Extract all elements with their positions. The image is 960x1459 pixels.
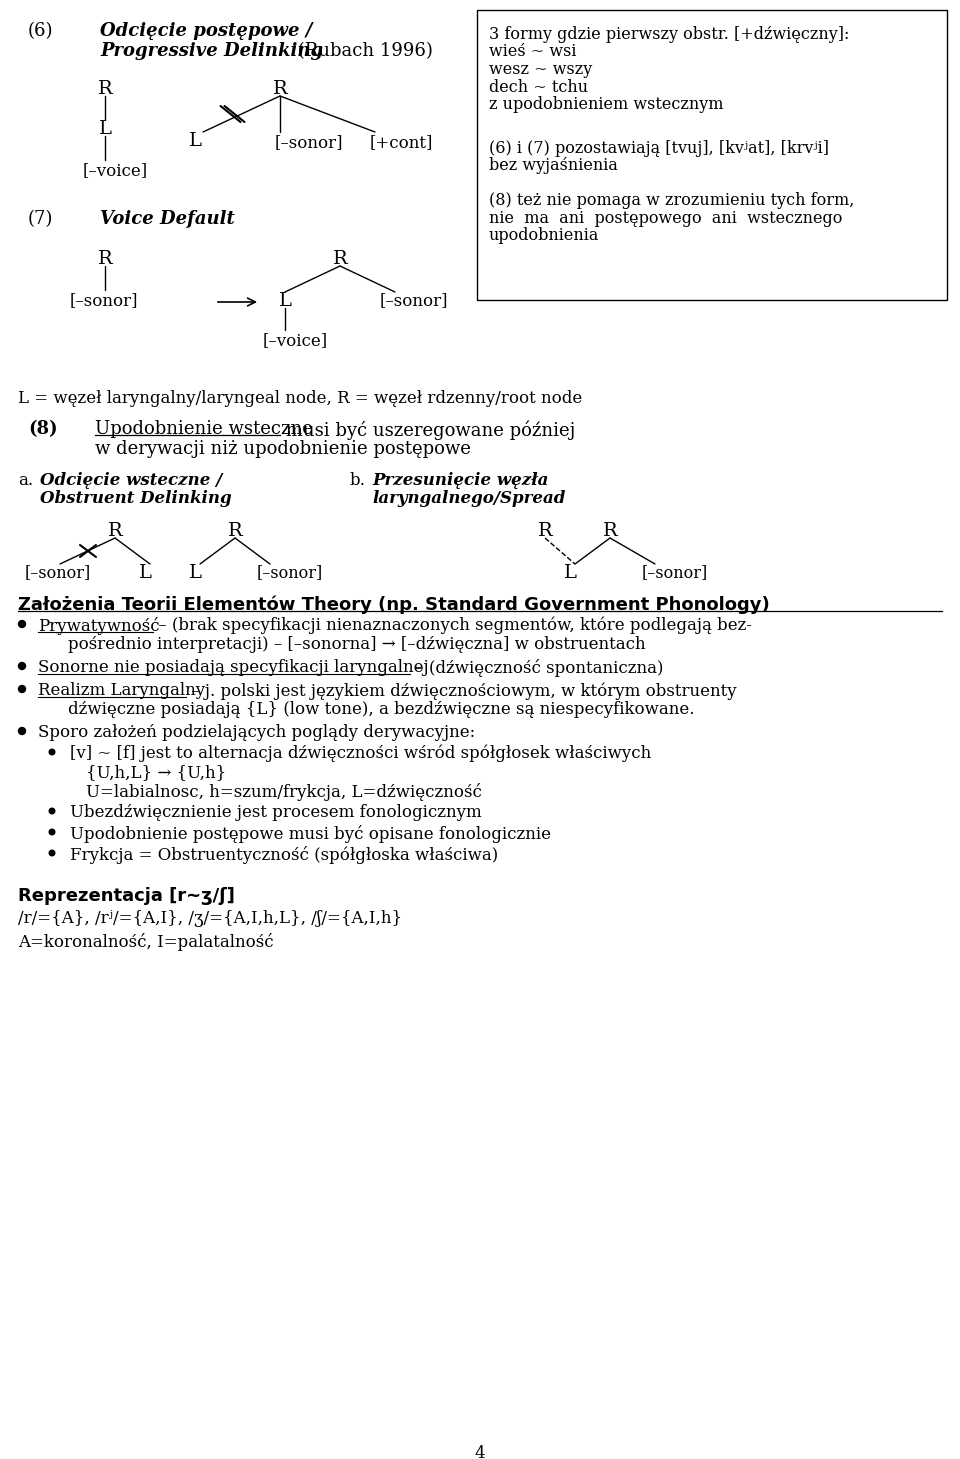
Text: (7): (7)	[28, 210, 54, 228]
Text: Voice Default: Voice Default	[100, 210, 235, 228]
Text: (8) też nie pomaga w zrozumieniu tych form,: (8) też nie pomaga w zrozumieniu tych fo…	[489, 193, 854, 209]
Text: Sonorne nie posiadają specyfikacji laryngalnej: Sonorne nie posiadają specyfikacji laryn…	[38, 659, 428, 676]
Circle shape	[18, 686, 26, 693]
Text: z upodobnieniem wstecznym: z upodobnieniem wstecznym	[489, 96, 724, 112]
Text: – (brak specyfikacji nienaznaczonych segmentów, które podlegają bez-: – (brak specyfikacji nienaznaczonych seg…	[153, 617, 752, 635]
Text: (8): (8)	[28, 420, 58, 438]
Text: a.: a.	[18, 473, 34, 489]
Text: [–sonor]: [–sonor]	[257, 565, 324, 581]
Text: L: L	[278, 292, 292, 309]
Text: L: L	[188, 131, 202, 150]
Text: R: R	[603, 522, 617, 540]
Text: musi być uszeregowane później: musi być uszeregowane później	[280, 420, 575, 439]
Text: pośrednio interpretacji) – [–sonorna] → [–dźwięczna] w obstruentach: pośrednio interpretacji) – [–sonorna] → …	[68, 636, 646, 654]
Text: [–sonor]: [–sonor]	[25, 565, 91, 581]
Text: R: R	[228, 522, 242, 540]
Text: Przesunięcie węzła: Przesunięcie węzła	[372, 473, 548, 489]
Circle shape	[18, 620, 26, 627]
Text: Założenia Teorii Elementów Theory (np. Standard Government Phonology): Założenia Teorii Elementów Theory (np. S…	[18, 595, 770, 613]
Text: Progressive Delinking: Progressive Delinking	[100, 42, 324, 60]
Text: Ubezdźwięcznienie jest procesem fonologicznym: Ubezdźwięcznienie jest procesem fonologi…	[70, 804, 482, 821]
Text: (6): (6)	[28, 22, 54, 39]
Text: R: R	[98, 80, 112, 98]
Text: Sporo założeń podzielających poglądy derywacyjne:: Sporo założeń podzielających poglądy der…	[38, 724, 475, 741]
Text: Frykcja = Obstruentyczność (spółgłoska właściwa): Frykcja = Obstruentyczność (spółgłoska w…	[70, 846, 498, 864]
Text: A=koronalność, I=palatalność: A=koronalność, I=palatalność	[18, 932, 274, 951]
Text: upodobnienia: upodobnienia	[489, 228, 599, 244]
Text: Odcięcie wsteczne /: Odcięcie wsteczne /	[40, 473, 223, 489]
Circle shape	[49, 750, 55, 754]
Circle shape	[18, 728, 26, 734]
Text: [–voice]: [–voice]	[263, 333, 328, 349]
Text: b.: b.	[350, 473, 366, 489]
Text: w derywacji niż upodobnienie postępowe: w derywacji niż upodobnienie postępowe	[95, 441, 470, 458]
Text: bez wyjaśnienia: bez wyjaśnienia	[489, 158, 618, 174]
Circle shape	[18, 662, 26, 670]
Text: Reprezentacja [r~ʒ/ʃ]: Reprezentacja [r~ʒ/ʃ]	[18, 887, 235, 905]
Text: [–voice]: [–voice]	[83, 162, 148, 179]
Text: Odcięcie postępowe /: Odcięcie postępowe /	[100, 22, 312, 39]
Text: 3 formy gdzie pierwszy obstr. [+dźwięczny]:: 3 formy gdzie pierwszy obstr. [+dźwięczn…	[489, 26, 850, 42]
Text: Realizm Laryngalny: Realizm Laryngalny	[38, 681, 205, 699]
Text: /r/={A}, /rʲ/={A,I}, /ʒ/={A,I,h,L}, /ʃ/={A,I,h}: /r/={A}, /rʲ/={A,I}, /ʒ/={A,I,h,L}, /ʃ/=…	[18, 910, 402, 926]
Text: L = węzeł laryngalny/laryngeal node, R = węzeł rdzenny/root node: L = węzeł laryngalny/laryngeal node, R =…	[18, 390, 583, 407]
Text: U=labialnosc, h=szum/frykcja, L=dźwięczność: U=labialnosc, h=szum/frykcja, L=dźwięczn…	[86, 783, 482, 801]
Circle shape	[49, 829, 55, 835]
Text: wieś ~ wsi: wieś ~ wsi	[489, 44, 577, 60]
Text: L: L	[188, 565, 202, 582]
Circle shape	[49, 808, 55, 814]
Text: R: R	[538, 522, 552, 540]
Text: – (dźwięczność spontaniczna): – (dźwięczność spontaniczna)	[410, 659, 663, 677]
Text: Upodobnienie wsteczne: Upodobnienie wsteczne	[95, 420, 313, 438]
Text: [v] ~ [f] jest to alternacja dźwięczności wśród spółgłosek właściwych: [v] ~ [f] jest to alternacja dźwięcznośc…	[70, 746, 651, 763]
Text: Obstruent Delinking: Obstruent Delinking	[40, 490, 231, 506]
Circle shape	[49, 851, 55, 856]
Text: [+cont]: [+cont]	[370, 134, 433, 150]
Text: laryngalnego/Spread: laryngalnego/Spread	[372, 490, 565, 506]
Text: L: L	[564, 565, 577, 582]
Text: Prywatywność: Prywatywność	[38, 617, 159, 635]
Text: R: R	[273, 80, 287, 98]
Bar	[477, 10, 947, 301]
Text: (Rubach 1996): (Rubach 1996)	[292, 42, 433, 60]
Text: L: L	[99, 120, 111, 139]
Text: – j. polski jest językiem dźwięcznościowym, w którym obstruenty: – j. polski jest językiem dźwięcznościow…	[186, 681, 736, 699]
Text: L: L	[138, 565, 152, 582]
Text: wesz ~ wszy: wesz ~ wszy	[489, 61, 592, 77]
Text: dech ~ tchu: dech ~ tchu	[489, 79, 588, 95]
Text: {U,h,L} → {U,h}: {U,h,L} → {U,h}	[86, 765, 227, 781]
Text: R: R	[108, 522, 122, 540]
Text: [–sonor]: [–sonor]	[380, 292, 448, 309]
Text: [–sonor]: [–sonor]	[70, 292, 138, 309]
Text: R: R	[332, 249, 348, 268]
Text: Upodobnienie postępowe musi być opisane fonologicznie: Upodobnienie postępowe musi być opisane …	[70, 824, 551, 843]
Text: R: R	[98, 249, 112, 268]
Text: dźwięczne posiadają {L} (low tone), a bezdźwięczne są niespecyfikowane.: dźwięczne posiadają {L} (low tone), a be…	[68, 700, 694, 718]
Text: 4: 4	[474, 1444, 486, 1459]
Text: nie  ma  ani  postępowego  ani  wstecznego: nie ma ani postępowego ani wstecznego	[489, 210, 842, 226]
Text: [–sonor]: [–sonor]	[642, 565, 708, 581]
Text: [–sonor]: [–sonor]	[275, 134, 344, 150]
Text: (6) i (7) pozostawiają [tvuj], [kvʲat], [krvʲi]: (6) i (7) pozostawiają [tvuj], [kvʲat], …	[489, 140, 829, 156]
